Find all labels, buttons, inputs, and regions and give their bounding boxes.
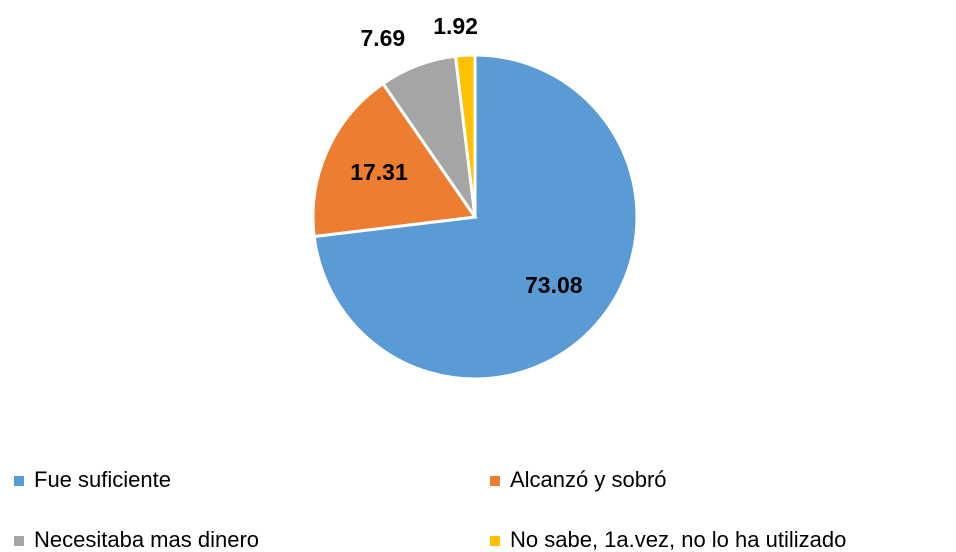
data-label: 17.31 [350,159,408,185]
legend-label: Alcanzó y sobró [510,467,667,492]
legend-swatch [14,536,24,546]
legend-swatch [490,536,500,546]
legend-swatch [490,476,500,486]
data-label: 73.08 [525,272,583,298]
legend-label: Necesitaba mas dinero [34,527,259,552]
data-label: 1.92 [433,13,478,39]
legend-label: No sabe, 1a.vez, no lo ha utilizado [510,527,846,552]
pie-slice [311,81,478,239]
data-label: 7.69 [360,25,405,51]
legend-swatch [14,476,24,486]
pie-slice [453,53,477,218]
legend-label: Fue suficiente [34,467,171,492]
